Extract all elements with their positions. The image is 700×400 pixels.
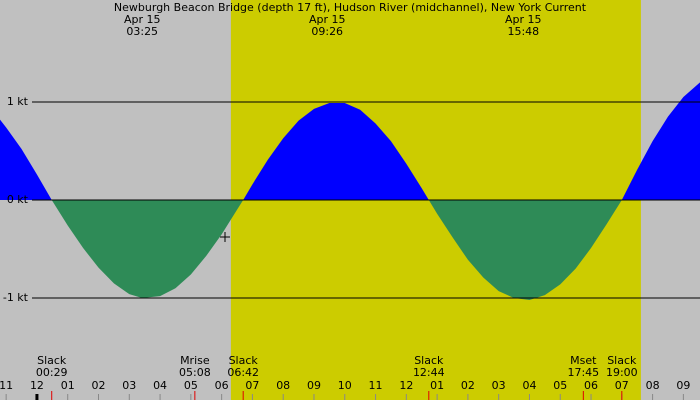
- event-label: Mset: [570, 354, 597, 367]
- peak-time: 03:25: [126, 25, 158, 38]
- x-tick-label: 01: [61, 379, 75, 392]
- peak-date: Apr 15: [505, 13, 542, 26]
- x-tick-label: 11: [0, 379, 13, 392]
- event-label: Mrise: [180, 354, 210, 367]
- x-tick-label: 10: [338, 379, 352, 392]
- chart-title: Newburgh Beacon Bridge (depth 17 ft), Hu…: [114, 1, 587, 14]
- x-tick-label: 08: [276, 379, 290, 392]
- x-tick-label: 06: [215, 379, 229, 392]
- x-tick-label: 11: [369, 379, 383, 392]
- x-tick-label: 02: [92, 379, 106, 392]
- ebb-area: [0, 200, 700, 300]
- event-time: 12:44: [413, 366, 445, 379]
- event-time: 17:45: [567, 366, 599, 379]
- x-tick-label: 12: [30, 379, 44, 392]
- peak-time: 09:26: [311, 25, 343, 38]
- event-time: 05:08: [179, 366, 211, 379]
- event-label: Slack: [229, 354, 259, 367]
- event-label: Slack: [37, 354, 67, 367]
- x-tick-label: 05: [184, 379, 198, 392]
- peak-date: Apr 15: [309, 13, 346, 26]
- y-tick-label: 0 kt: [7, 193, 29, 206]
- x-tick-label: 04: [153, 379, 167, 392]
- cursor: [220, 232, 230, 242]
- y-tick-label: 1 kt: [7, 95, 29, 108]
- flood-area: [0, 82, 700, 200]
- x-tick-label: 06: [584, 379, 598, 392]
- x-tick-label: 03: [122, 379, 136, 392]
- x-tick-label: 02: [461, 379, 475, 392]
- x-tick-label: 07: [615, 379, 629, 392]
- x-tick-label: 03: [492, 379, 506, 392]
- peak-date: Apr 15: [124, 13, 161, 26]
- event-label: Slack: [607, 354, 637, 367]
- event-time: 06:42: [227, 366, 259, 379]
- x-tick-label: 05: [553, 379, 567, 392]
- x-tick-label: 07: [245, 379, 259, 392]
- x-tick-label: 09: [307, 379, 321, 392]
- x-tick-label: 01: [430, 379, 444, 392]
- event-label: Slack: [414, 354, 444, 367]
- event-time: 19:00: [606, 366, 638, 379]
- x-tick-label: 12: [399, 379, 413, 392]
- x-tick-label: 04: [522, 379, 536, 392]
- x-tick-label: 09: [676, 379, 690, 392]
- y-tick-label: -1 kt: [3, 291, 29, 304]
- peak-time: 15:48: [507, 25, 539, 38]
- event-time: 00:29: [36, 366, 68, 379]
- x-tick-label: 08: [646, 379, 660, 392]
